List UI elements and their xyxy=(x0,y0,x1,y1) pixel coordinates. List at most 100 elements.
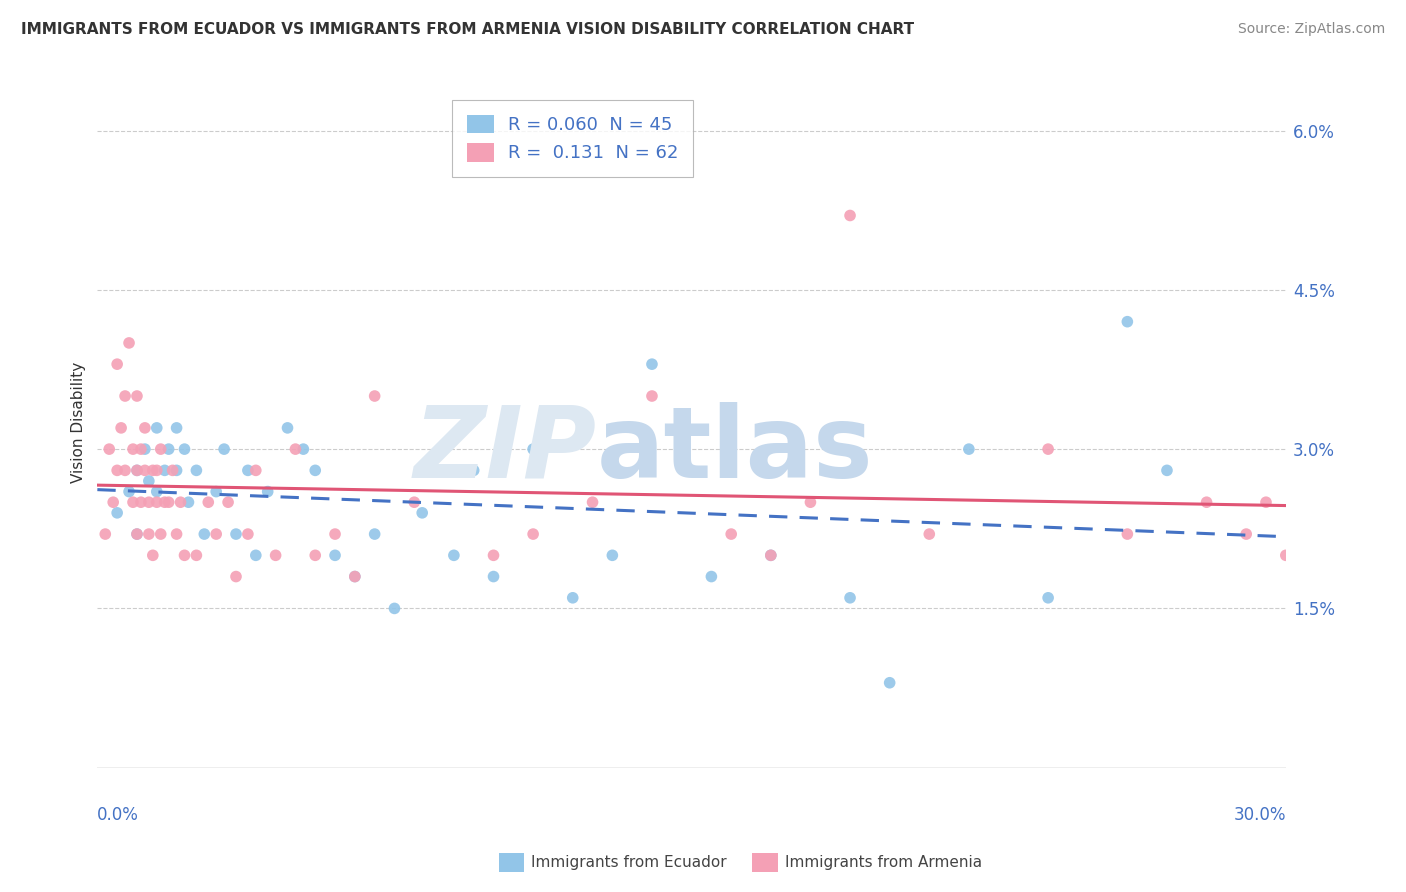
Point xyxy=(122,495,145,509)
Point xyxy=(443,549,465,563)
Point xyxy=(839,209,862,223)
Point xyxy=(186,463,208,477)
Point xyxy=(641,357,664,371)
Point xyxy=(1036,442,1059,456)
Point xyxy=(1195,495,1218,509)
Point xyxy=(142,549,165,563)
Point xyxy=(363,389,385,403)
Point xyxy=(105,357,128,371)
Point xyxy=(759,549,782,563)
Point xyxy=(276,421,298,435)
Point xyxy=(292,442,315,456)
Point xyxy=(114,463,136,477)
Point xyxy=(482,569,505,583)
Point xyxy=(343,569,366,583)
Point xyxy=(304,549,326,563)
Point xyxy=(129,442,152,456)
Point xyxy=(125,527,148,541)
Point xyxy=(166,527,188,541)
Point xyxy=(134,442,156,456)
Point xyxy=(304,463,326,477)
Point xyxy=(94,527,117,541)
Point xyxy=(122,442,145,456)
Point xyxy=(236,463,259,477)
Point xyxy=(149,442,172,456)
Point xyxy=(225,527,247,541)
Point xyxy=(363,527,385,541)
Point xyxy=(125,463,148,477)
Point xyxy=(105,506,128,520)
Point xyxy=(323,549,346,563)
Legend: R = 0.060  N = 45, R =  0.131  N = 62: R = 0.060 N = 45, R = 0.131 N = 62 xyxy=(453,100,693,177)
Text: IMMIGRANTS FROM ECUADOR VS IMMIGRANTS FROM ARMENIA VISION DISABILITY CORRELATION: IMMIGRANTS FROM ECUADOR VS IMMIGRANTS FR… xyxy=(21,22,914,37)
Y-axis label: Vision Disability: Vision Disability xyxy=(72,362,86,483)
Point xyxy=(343,569,366,583)
Point xyxy=(411,506,433,520)
Point xyxy=(1254,495,1277,509)
Point xyxy=(1116,315,1139,329)
Point xyxy=(918,527,941,541)
Point xyxy=(134,463,156,477)
Point xyxy=(129,495,152,509)
Point xyxy=(110,421,132,435)
Point xyxy=(561,591,583,605)
Point xyxy=(384,601,406,615)
Point xyxy=(245,463,267,477)
Point xyxy=(522,442,544,456)
Point xyxy=(256,484,278,499)
Text: 30.0%: 30.0% xyxy=(1233,805,1286,823)
Point xyxy=(443,463,465,477)
Point xyxy=(759,549,782,563)
Point xyxy=(118,335,141,350)
Point xyxy=(323,527,346,541)
Point xyxy=(720,527,742,541)
Point xyxy=(173,442,195,456)
Text: 0.0%: 0.0% xyxy=(97,805,139,823)
Text: Immigrants from Ecuador: Immigrants from Ecuador xyxy=(531,855,727,870)
Point xyxy=(166,463,188,477)
Point xyxy=(177,495,200,509)
Point xyxy=(146,463,169,477)
Point xyxy=(1116,527,1139,541)
Point xyxy=(197,495,219,509)
Point xyxy=(236,527,259,541)
Point xyxy=(157,495,180,509)
Point xyxy=(173,549,195,563)
Point xyxy=(138,527,160,541)
Text: atlas: atlas xyxy=(596,401,873,499)
Point xyxy=(98,442,121,456)
Point xyxy=(138,474,160,488)
Point xyxy=(153,495,176,509)
Point xyxy=(162,463,184,477)
Point xyxy=(700,569,723,583)
Point xyxy=(463,463,485,477)
Point xyxy=(264,549,287,563)
Point xyxy=(193,527,215,541)
Point xyxy=(1234,527,1257,541)
Point xyxy=(839,591,862,605)
Point xyxy=(482,549,505,563)
Point xyxy=(641,389,664,403)
Point xyxy=(114,389,136,403)
Point xyxy=(1156,463,1178,477)
Point xyxy=(205,484,228,499)
Point xyxy=(186,549,208,563)
Text: Source: ZipAtlas.com: Source: ZipAtlas.com xyxy=(1237,22,1385,37)
Point xyxy=(105,463,128,477)
Point xyxy=(166,421,188,435)
Point xyxy=(142,463,165,477)
Point xyxy=(799,495,821,509)
Point xyxy=(245,549,267,563)
Point xyxy=(146,484,169,499)
Point xyxy=(146,495,169,509)
Point xyxy=(879,675,901,690)
Point xyxy=(602,549,624,563)
Point xyxy=(134,421,156,435)
Point xyxy=(1275,549,1298,563)
Point xyxy=(205,527,228,541)
Point xyxy=(404,495,426,509)
Point xyxy=(153,463,176,477)
Point xyxy=(1036,591,1059,605)
Text: ZIP: ZIP xyxy=(413,401,596,499)
Point xyxy=(146,421,169,435)
